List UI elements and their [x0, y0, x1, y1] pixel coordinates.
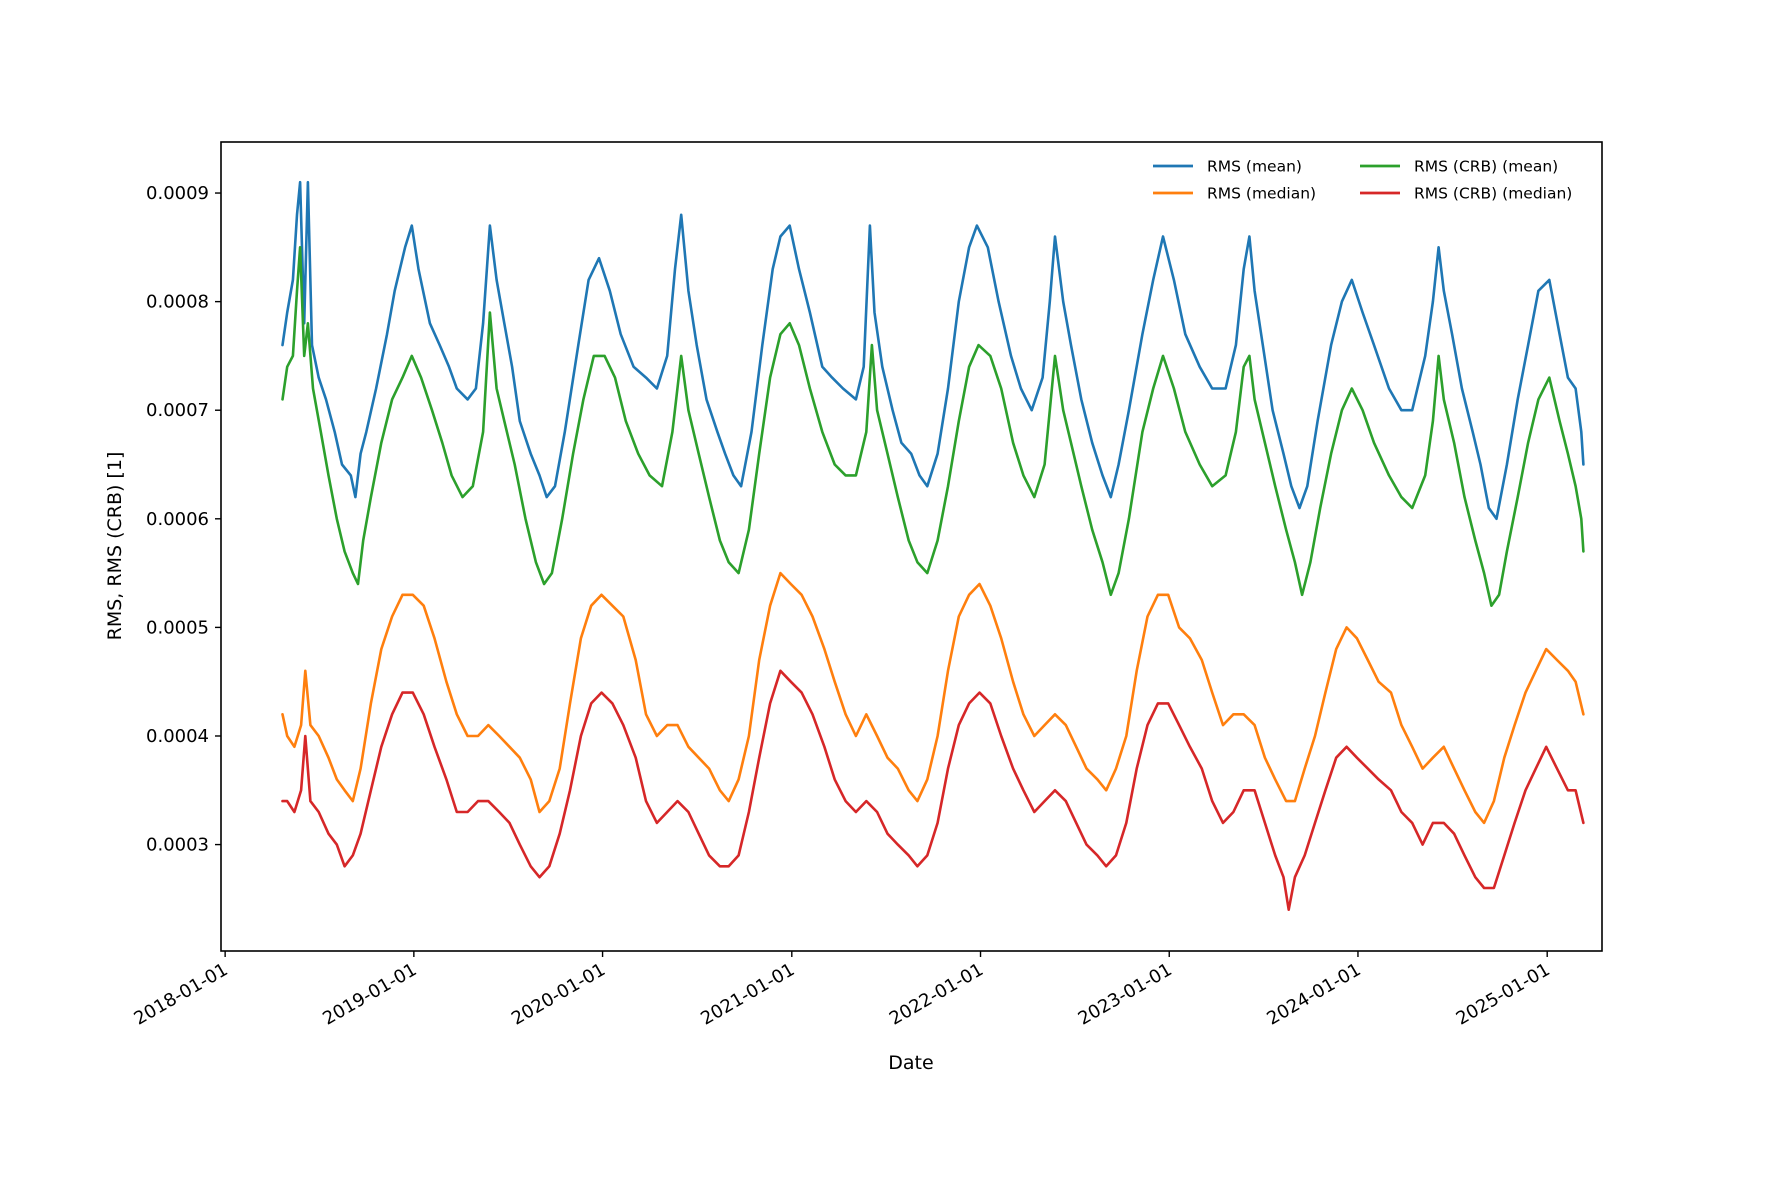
legend-label: RMS (median) — [1207, 185, 1316, 203]
legend-label: RMS (CRB) (median) — [1414, 185, 1572, 203]
y-tick-label: 0.0004 — [146, 726, 209, 747]
x-axis-title: Date — [888, 1052, 933, 1074]
legend: RMS (mean) RMS (median) RMS (CRB) (mean) RM… — [1153, 158, 1572, 203]
y-tick-label: 0.0007 — [146, 400, 209, 421]
series-line-4 — [281, 669, 1585, 911]
series-line-1 — [281, 180, 1585, 521]
y-tick-label: 0.0005 — [146, 617, 209, 638]
plot-area-frame — [220, 141, 1603, 952]
y-axis: 0.0003 0.0004 0.0005 0.0006 0.0007 0.0008 0.00… — [146, 183, 221, 856]
y-tick-label: 0.0009 — [146, 183, 209, 204]
series-line-2 — [281, 571, 1585, 825]
y-tick-label: 0.0003 — [146, 835, 209, 856]
legend-label: RMS (mean) — [1207, 158, 1302, 176]
y-axis-title: RMS, RMS (CRB) [1] — [104, 452, 126, 641]
series-layer — [281, 180, 1585, 911]
y-tick-label: 0.0008 — [146, 292, 209, 313]
legend-label: RMS (CRB) (mean) — [1414, 158, 1558, 176]
series-line-3 — [281, 246, 1585, 607]
y-tick-label: 0.0006 — [146, 509, 209, 530]
